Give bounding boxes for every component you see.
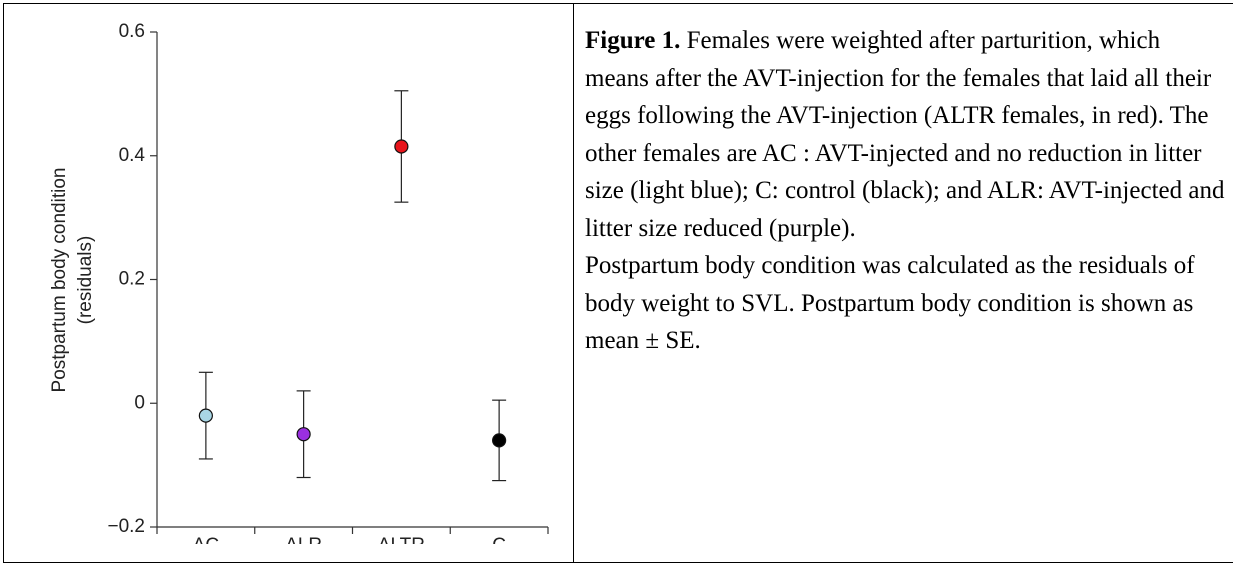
caption-label: Figure 1. (585, 27, 681, 54)
y-axis-label: Postpartum body condition (49, 168, 70, 393)
y-tick-label: 0.6 (119, 21, 145, 42)
caption-paragraph: Postpartum body condition was calculated… (585, 252, 1195, 354)
x-tick-label: ALR (285, 535, 322, 544)
y-label-group: Postpartum body condition (residuals) (49, 168, 96, 393)
caption-text: Females were weighted after parturition,… (585, 27, 1225, 242)
x-tick-label: ALTR (378, 535, 425, 544)
mean-dot (394, 139, 409, 154)
x-tick-label: C (492, 535, 506, 544)
caption-paragraph: Figure 1. Females were weighted after pa… (585, 22, 1230, 247)
y-tick-label: 0.2 (119, 269, 145, 290)
x-tick-label: AC (193, 535, 219, 544)
mean-dot (296, 427, 311, 442)
y-tick-label: −0.2 (107, 516, 145, 537)
mean-dot (492, 433, 507, 448)
chart: Postpartum body condition (residuals) −0… (49, 21, 549, 544)
caption: Figure 1. Females were weighted after pa… (585, 22, 1230, 360)
y-tick-label: 0.4 (119, 145, 146, 166)
y-axis-label: (residuals) (75, 236, 96, 325)
mean-dot (198, 408, 213, 423)
cell-divider (573, 3, 574, 563)
page: Postpartum body condition (residuals) −0… (3, 3, 1233, 563)
y-tick-label: 0 (134, 392, 145, 413)
